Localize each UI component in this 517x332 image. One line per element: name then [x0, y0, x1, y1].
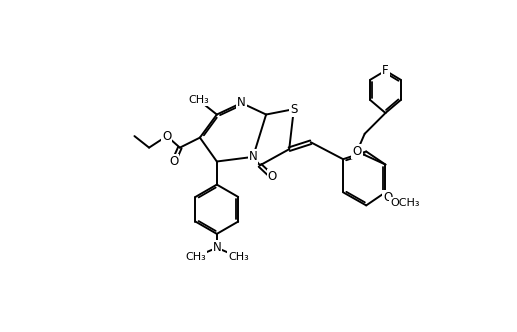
Text: OCH₃: OCH₃: [390, 198, 419, 208]
Text: CH₃: CH₃: [185, 252, 206, 262]
Text: CH₃: CH₃: [188, 95, 209, 105]
Text: O: O: [268, 170, 277, 183]
Text: S: S: [290, 103, 297, 116]
Text: N: N: [237, 97, 246, 110]
Text: N: N: [249, 150, 257, 163]
Text: O: O: [169, 155, 178, 168]
Text: CH₃: CH₃: [228, 252, 249, 262]
Text: F: F: [382, 64, 389, 77]
Text: O: O: [383, 191, 392, 204]
Text: O: O: [162, 129, 172, 142]
Text: O: O: [353, 145, 361, 158]
Text: N: N: [212, 241, 221, 254]
